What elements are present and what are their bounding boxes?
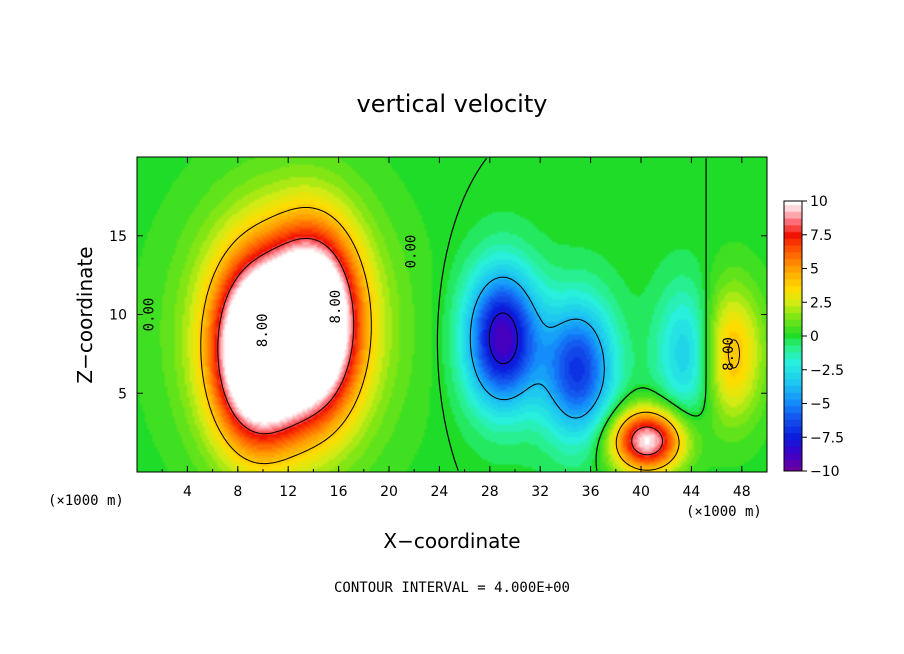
x-tick-label: 32 <box>531 484 549 500</box>
colorbar-tick-label: 7.5 <box>810 228 832 244</box>
x-tick-label: 40 <box>632 484 650 500</box>
chart-title: vertical velocity <box>357 90 548 118</box>
y-tick-label: 15 <box>109 229 127 245</box>
colorbar-ticks: 10 7.5 5 2.5 0 −2.5 −5 −7.5 −10 <box>802 194 844 480</box>
x-tick-label: 24 <box>430 484 448 500</box>
heatmap-field <box>137 157 767 472</box>
contour-label: 8.00 <box>255 313 271 347</box>
x-unit-label-right: (×1000 m) <box>686 504 762 520</box>
y-axis-ticks: 5 10 15 <box>109 229 767 402</box>
contour-line-8 <box>217 238 663 456</box>
colorbar-tick-label: 10 <box>810 194 828 210</box>
x-tick-label: 12 <box>279 484 297 500</box>
colorbar-tick-label: 2.5 <box>810 295 832 311</box>
x-unit-label-left: (×1000 m) <box>48 493 124 509</box>
contour-labels: 0.00 8.00 8.00 0.00 8.00 <box>142 235 738 371</box>
contour-label: 8.00 <box>721 337 737 371</box>
contour-label: 0.00 <box>142 298 158 332</box>
x-axis-label: X−coordinate <box>383 529 520 553</box>
x-tick-label: 20 <box>380 484 398 500</box>
x-tick-label: 44 <box>682 484 700 500</box>
x-tick-label: 36 <box>582 484 600 500</box>
contour-line--4 <box>469 276 605 419</box>
colorbar-gradient <box>784 201 802 471</box>
contour-label: 8.00 <box>328 290 344 324</box>
contour-line-4 <box>200 207 740 471</box>
x-tick-label: 48 <box>733 484 751 500</box>
x-axis-ticks: 4 8 12 16 20 24 28 32 36 40 44 48 <box>161 157 751 500</box>
colorbar-tick-label: −10 <box>810 464 840 480</box>
colorbar-tick-label: 5 <box>810 262 819 278</box>
x-tick-label: 8 <box>233 484 242 500</box>
contour-interval-note: CONTOUR INTERVAL = 4.000E+00 <box>334 580 570 596</box>
contour-label: 0.00 <box>404 235 420 269</box>
colorbar-tick-label: −2.5 <box>810 363 844 379</box>
colorbar-tick-label: 0 <box>810 329 819 345</box>
x-tick-label: 28 <box>481 484 499 500</box>
y-tick-label: 5 <box>118 386 127 402</box>
colorbar-tick-label: −7.5 <box>810 430 844 446</box>
colorbar-tick-label: −5 <box>810 397 831 413</box>
contour-line-0 <box>436 157 707 471</box>
y-tick-label: 10 <box>109 308 127 324</box>
contour-lines <box>200 157 740 471</box>
plot-area: 0.00 8.008.000.008.00 4 8 12 16 20 24 28 32 36 40 4… <box>109 156 768 500</box>
x-tick-label: 4 <box>183 484 192 500</box>
x-tick-label: 16 <box>330 484 348 500</box>
contour-line--8 <box>488 312 518 365</box>
y-axis-label: Z−coordinate <box>73 246 97 383</box>
colorbar: 10 7.5 5 2.5 0 −2.5 −5 −7.5 −10 <box>783 194 844 480</box>
